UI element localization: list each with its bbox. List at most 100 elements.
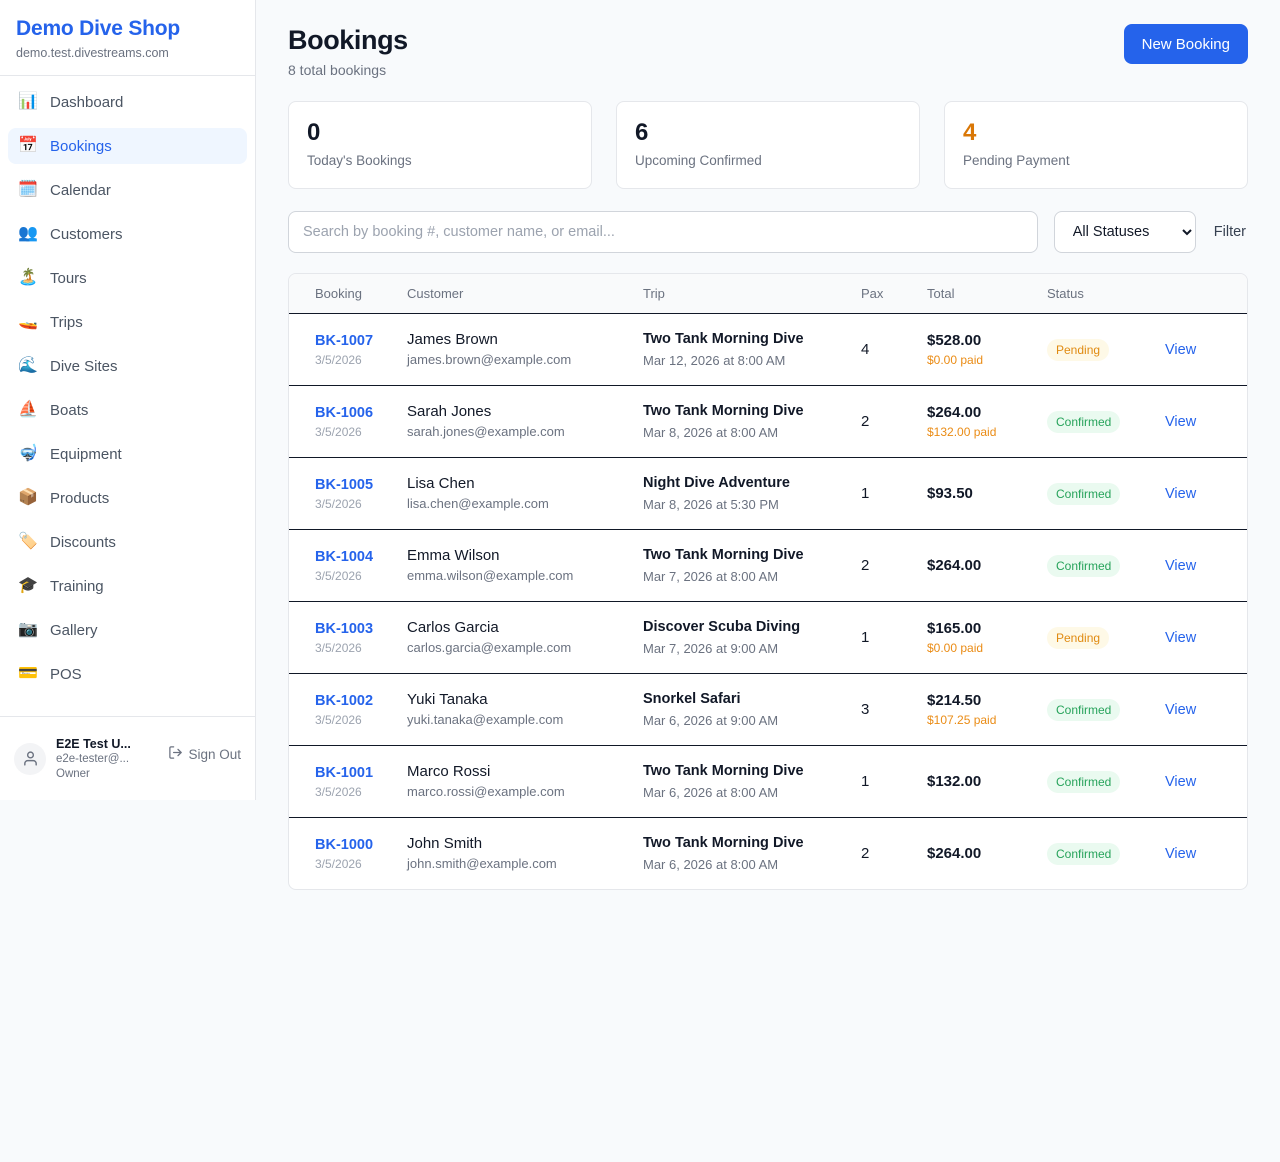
view-booking-link[interactable]: View bbox=[1165, 557, 1197, 574]
stat-value: 0 bbox=[307, 119, 321, 146]
sign-out-button[interactable]: Sign Out bbox=[168, 745, 241, 763]
view-booking-link[interactable]: View bbox=[1165, 845, 1197, 862]
table-row[interactable]: BK-1000 3/5/2026 John Smith john.smith@exam… bbox=[289, 818, 1247, 890]
table-row[interactable]: BK-1006 3/5/2026 Sarah Jones sarah.jones@ex… bbox=[289, 385, 1247, 458]
sidebar-item-calendar[interactable]: 🗓️ Calendar bbox=[8, 172, 247, 208]
cell-customer: Sarah Jones sarah.jones@example.com bbox=[399, 385, 635, 458]
cell-status: Confirmed bbox=[1039, 385, 1157, 458]
sidebar-item-tours[interactable]: 🏝️ Tours bbox=[8, 260, 247, 296]
booking-id-link[interactable]: BK-1007 bbox=[315, 333, 374, 349]
sidebar-item-boats[interactable]: ⛵ Boats bbox=[8, 392, 247, 428]
cell-pax: 3 bbox=[853, 673, 919, 746]
cell-booking: BK-1007 3/5/2026 bbox=[289, 313, 399, 386]
sidebar-item-label: Trips bbox=[50, 313, 83, 331]
search-input[interactable] bbox=[288, 211, 1038, 253]
sidebar-item-customers[interactable]: 👥 Customers bbox=[8, 216, 247, 252]
cell-action: View bbox=[1157, 601, 1247, 674]
total-amount: $132.00 bbox=[927, 772, 982, 790]
table-row[interactable]: BK-1007 3/5/2026 James Brown james.brown@ex… bbox=[289, 313, 1247, 386]
sidebar-item-trips[interactable]: 🚤 Trips bbox=[8, 304, 247, 340]
cell-total: $214.50 $107.25 paid bbox=[919, 673, 1039, 746]
column-header-status: Status bbox=[1039, 274, 1157, 314]
customer-email: lisa.chen@example.com bbox=[407, 496, 549, 511]
customers-icon: 👥 bbox=[18, 225, 38, 242]
status-badge: Pending bbox=[1047, 626, 1110, 649]
status-filter-select[interactable]: All Statuses bbox=[1053, 211, 1196, 253]
cell-total: $165.00 $0.00 paid bbox=[919, 601, 1039, 674]
trip-datetime: Mar 6, 2026 at 8:00 AM bbox=[643, 857, 779, 872]
view-booking-link[interactable]: View bbox=[1165, 485, 1197, 502]
sign-out-label: Sign Out bbox=[188, 746, 241, 762]
cell-action: View bbox=[1157, 385, 1247, 458]
booking-created-date: 3/5/2026 bbox=[315, 497, 362, 511]
trip-name: Two Tank Morning Dive bbox=[643, 763, 804, 779]
equipment-icon: 🤿 bbox=[18, 445, 38, 462]
cell-total: $264.00 bbox=[919, 818, 1039, 890]
cell-customer: John Smith john.smith@example.com bbox=[399, 818, 635, 890]
trip-name: Two Tank Morning Dive bbox=[643, 403, 804, 419]
filter-button[interactable]: Filter bbox=[1213, 224, 1246, 240]
stat-label: Pending Payment bbox=[963, 153, 1070, 168]
view-booking-link[interactable]: View bbox=[1165, 341, 1197, 358]
stat-card: 0 Today's Bookings bbox=[288, 101, 592, 189]
sidebar-item-label: Tours bbox=[50, 269, 87, 287]
sidebar-item-gallery[interactable]: 📷 Gallery bbox=[8, 612, 247, 648]
sidebar-item-label: POS bbox=[50, 665, 82, 683]
gallery-icon: 📷 bbox=[18, 621, 38, 638]
table-row[interactable]: BK-1004 3/5/2026 Emma Wilson emma.wilson@ex… bbox=[289, 529, 1247, 602]
sidebar-item-pos[interactable]: 💳 POS bbox=[8, 656, 247, 692]
total-amount: $264.00 bbox=[927, 844, 982, 862]
sidebar-item-label: Customers bbox=[50, 225, 123, 243]
brand-block: Demo Dive Shop demo.test.divestreams.com bbox=[0, 0, 255, 76]
view-booking-link[interactable]: View bbox=[1165, 629, 1197, 646]
booking-id-link[interactable]: BK-1006 bbox=[315, 405, 374, 421]
cell-action: View bbox=[1157, 529, 1247, 602]
customer-name: Lisa Chen bbox=[407, 475, 475, 492]
booking-id-link[interactable]: BK-1001 bbox=[315, 765, 374, 781]
view-booking-link[interactable]: View bbox=[1165, 701, 1197, 718]
cell-customer: Marco Rossi marco.rossi@example.com bbox=[399, 745, 635, 818]
booking-id-link[interactable]: BK-1003 bbox=[315, 621, 374, 637]
sidebar-item-equipment[interactable]: 🤿 Equipment bbox=[8, 436, 247, 472]
booking-created-date: 3/5/2026 bbox=[315, 425, 362, 439]
table-row[interactable]: BK-1005 3/5/2026 Lisa Chen lisa.chen@exampl… bbox=[289, 457, 1247, 530]
user-profile[interactable]: E2E Test U... e2e-tester@... Owner Sign … bbox=[0, 716, 255, 800]
toolbar: All Statuses Filter bbox=[288, 211, 1248, 253]
trip-datetime: Mar 8, 2026 at 5:30 PM bbox=[643, 497, 779, 512]
cell-action: View bbox=[1157, 313, 1247, 386]
table-row[interactable]: BK-1001 3/5/2026 Marco Rossi marco.rossi@ex… bbox=[289, 745, 1247, 818]
total-amount: $528.00 bbox=[927, 332, 982, 349]
stat-value: 6 bbox=[635, 119, 649, 146]
customer-email: carlos.garcia@example.com bbox=[407, 640, 572, 655]
sidebar-item-dashboard[interactable]: 📊 Dashboard bbox=[8, 84, 247, 120]
total-amount: $264.00 bbox=[927, 404, 982, 421]
column-header-action bbox=[1157, 274, 1247, 314]
cell-trip: Snorkel Safari Mar 6, 2026 at 9:00 AM bbox=[635, 673, 853, 746]
user-email: e2e-tester@... bbox=[56, 752, 130, 765]
sidebar-item-dive-sites[interactable]: 🌊 Dive Sites bbox=[8, 348, 247, 384]
tours-icon: 🏝️ bbox=[18, 269, 38, 286]
sidebar-item-discounts[interactable]: 🏷️ Discounts bbox=[8, 524, 247, 560]
new-booking-button[interactable]: New Booking bbox=[1123, 24, 1248, 64]
sidebar-item-training[interactable]: 🎓 Training bbox=[8, 568, 247, 604]
sidebar-item-products[interactable]: 📦 Products bbox=[8, 480, 247, 516]
booking-id-link[interactable]: BK-1002 bbox=[315, 693, 374, 709]
view-booking-link[interactable]: View bbox=[1165, 773, 1197, 790]
sidebar-item-bookings[interactable]: 📅 Bookings bbox=[8, 128, 247, 164]
customer-name: Yuki Tanaka bbox=[407, 691, 488, 708]
status-badge: Confirmed bbox=[1047, 410, 1121, 433]
sidebar-nav: 📊 Dashboard 📅 Bookings 🗓️ Calendar 👥 Customers 🏝… bbox=[0, 76, 255, 716]
cell-pax: 1 bbox=[853, 457, 919, 530]
cell-total: $264.00 $132.00 paid bbox=[919, 385, 1039, 458]
products-icon: 📦 bbox=[18, 489, 38, 506]
table-row[interactable]: BK-1003 3/5/2026 Carlos Garcia carlos.garci… bbox=[289, 601, 1247, 674]
booking-id-link[interactable]: BK-1004 bbox=[315, 549, 374, 565]
customer-name: John Smith bbox=[407, 835, 483, 852]
cell-total: $93.50 bbox=[919, 457, 1039, 530]
booking-id-link[interactable]: BK-1000 bbox=[315, 837, 374, 853]
view-booking-link[interactable]: View bbox=[1165, 413, 1197, 430]
dashboard-icon: 📊 bbox=[18, 93, 38, 110]
booking-id-link[interactable]: BK-1005 bbox=[315, 477, 374, 493]
table-row[interactable]: BK-1002 3/5/2026 Yuki Tanaka yuki.tanaka@ex… bbox=[289, 673, 1247, 746]
page-header-text: Bookings 8 total bookings bbox=[288, 24, 408, 79]
